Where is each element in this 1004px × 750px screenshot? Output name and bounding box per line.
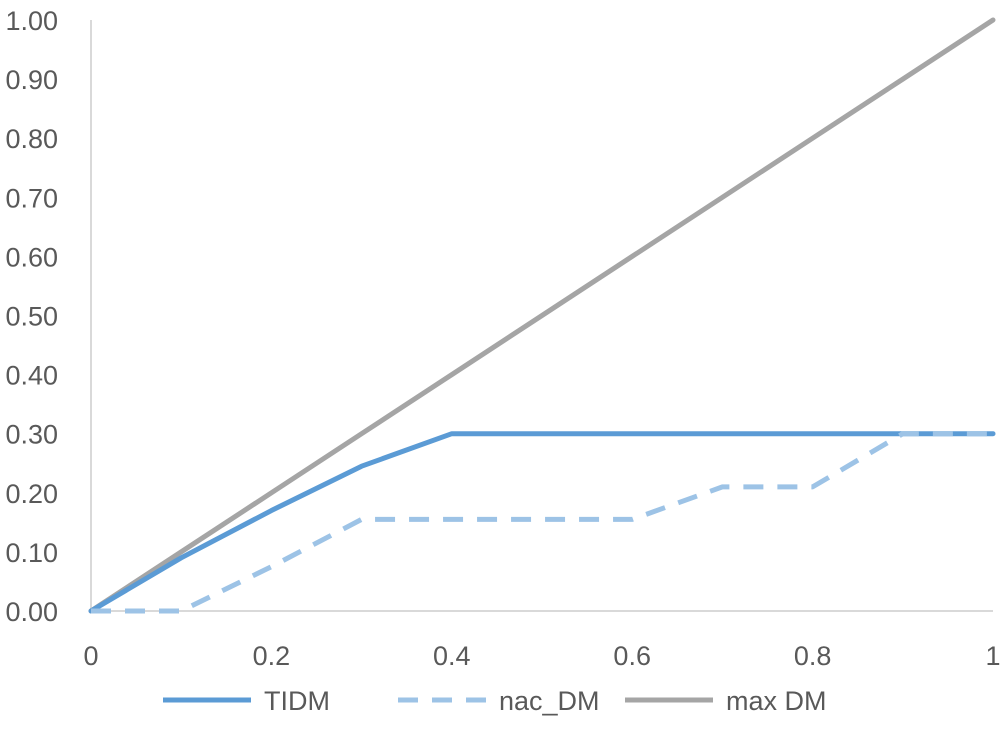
y-tick-label: 0.90 — [5, 65, 58, 95]
y-tick-label: 0.20 — [5, 479, 58, 509]
axes — [90, 20, 993, 612]
x-tick-label: 0.8 — [794, 641, 832, 671]
y-tick-label: 0.30 — [5, 420, 58, 450]
legend-label: nac_DM — [499, 686, 600, 716]
y-tick-label: 0.60 — [5, 242, 58, 272]
y-tick-label: 0.70 — [5, 183, 58, 213]
tick-labels: 0.000.100.200.300.400.500.600.700.800.90… — [5, 6, 1000, 671]
y-tick-label: 0.10 — [5, 538, 58, 568]
x-tick-label: 0 — [83, 641, 98, 671]
legend-label: max DM — [726, 686, 827, 716]
y-tick-label: 0.80 — [5, 124, 58, 154]
y-tick-label: 0.00 — [5, 597, 58, 627]
y-tick-label: 0.40 — [5, 361, 58, 391]
series-layer — [88, 17, 996, 614]
x-tick-label: 1 — [985, 641, 1000, 671]
legend-label: TIDM — [264, 686, 330, 716]
legend: TIDM nac_DM max DM — [163, 686, 827, 716]
y-tick-label: 1.00 — [5, 6, 58, 36]
series-line-max-dm — [88, 17, 996, 614]
series-line-nac-dm — [91, 431, 993, 614]
x-tick-label: 0.6 — [613, 641, 651, 671]
x-tick-label: 0.4 — [433, 641, 471, 671]
series-line-tidm — [88, 431, 996, 614]
x-tick-label: 0.2 — [253, 641, 291, 671]
y-tick-label: 0.50 — [5, 302, 58, 332]
